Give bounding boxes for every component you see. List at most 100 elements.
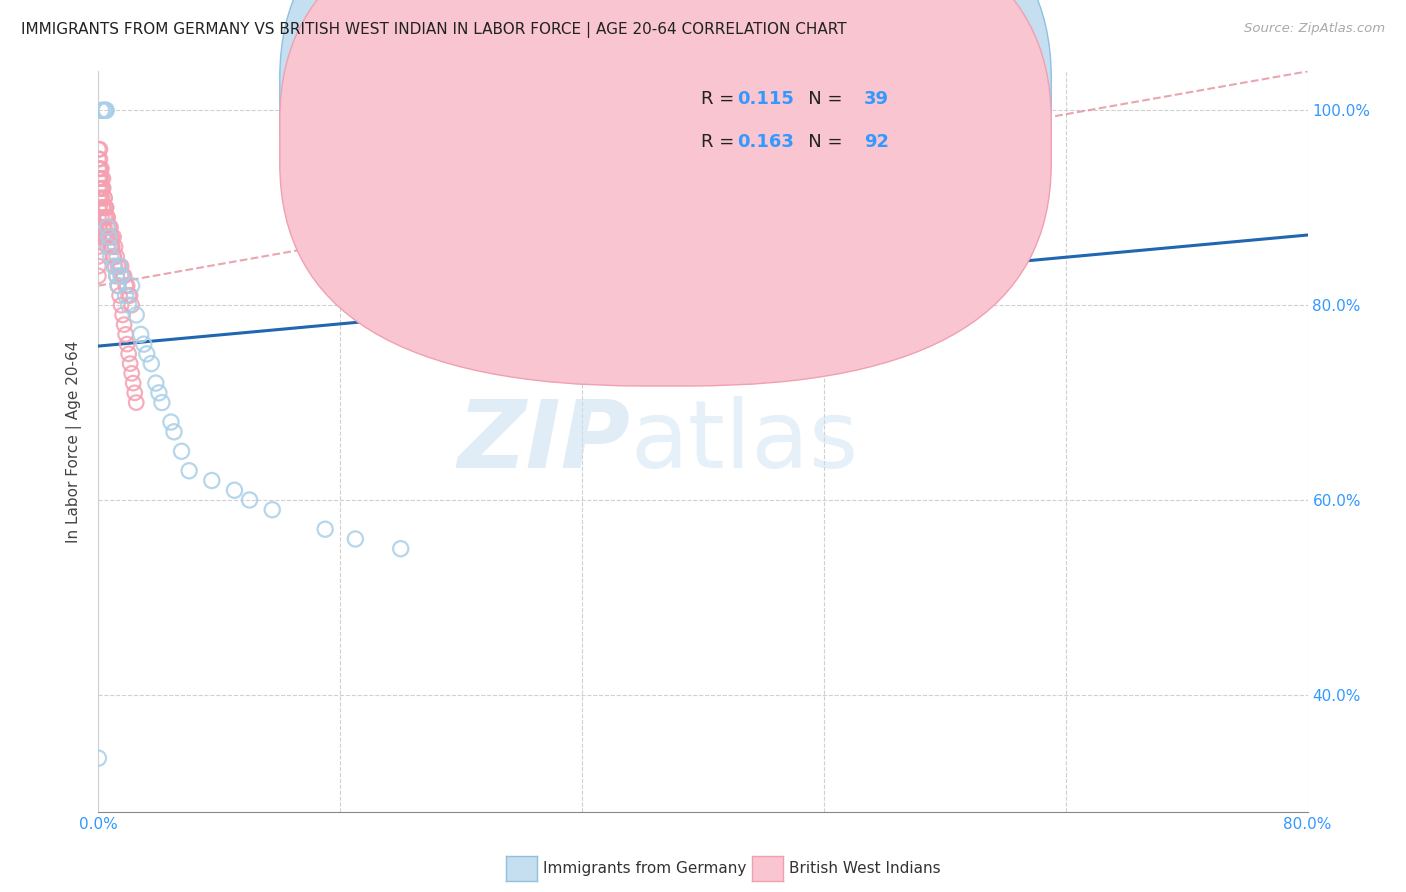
Point [100,230,122,244]
Point [94,230,117,244]
Point [89,220,111,235]
Point [105,250,128,264]
Point [90,171,112,186]
Point [107,278,129,293]
Point [124,385,146,400]
Point [125,308,148,322]
Point [87,201,110,215]
Point [87,240,110,254]
Point [201,474,224,488]
Text: N =: N = [792,90,848,109]
Point [110,259,132,273]
Point [110,268,132,283]
Point [120,357,142,371]
Point [148,385,170,400]
Point [98,230,121,244]
Point [101,240,124,254]
Point [90,211,112,225]
Point [135,347,157,361]
Text: Immigrants from Germany: Immigrants from Germany [543,862,747,876]
Point [103,250,125,264]
Point [93,201,115,215]
Point [91,201,114,215]
Point [108,259,131,273]
Point [120,288,142,302]
Point [110,268,132,283]
Point [93,191,115,205]
Point [994,220,1017,235]
Point [163,425,186,439]
Y-axis label: In Labor Force | Age 20-64: In Labor Force | Age 20-64 [66,341,83,542]
Point [114,288,136,302]
Point [98,240,121,254]
Point [89,161,111,176]
Text: 39: 39 [863,90,889,109]
Point [121,367,143,381]
Point [112,268,135,283]
Point [91,103,114,118]
Point [129,327,152,342]
Point [118,288,141,302]
Point [87,259,110,273]
Text: atlas: atlas [630,395,859,488]
Point [389,541,412,556]
Point [87,171,110,186]
Text: R =: R = [700,90,740,109]
Point [94,201,117,215]
Point [100,240,122,254]
Point [87,751,110,765]
Text: Source: ZipAtlas.com: Source: ZipAtlas.com [1244,22,1385,36]
Point [121,298,143,312]
Point [141,357,163,371]
Point [87,142,110,156]
Point [98,220,121,235]
Point [115,337,138,351]
Point [125,395,148,409]
Point [90,181,112,195]
Point [87,152,110,166]
Text: IMMIGRANTS FROM GERMANY VS BRITISH WEST INDIAN IN LABOR FORCE | AGE 20-64 CORREL: IMMIGRANTS FROM GERMANY VS BRITISH WEST … [21,22,846,38]
Point [87,191,110,205]
Point [93,191,115,205]
Point [103,250,125,264]
Point [87,181,110,195]
Point [91,181,114,195]
Point [122,376,145,390]
Point [132,337,155,351]
Point [101,230,124,244]
Point [179,464,201,478]
Point [118,347,141,361]
Point [87,268,110,283]
Point [170,444,193,458]
Point [90,191,112,205]
Point [89,191,111,205]
Point [224,483,246,498]
Point [89,171,111,186]
Point [96,211,118,225]
Point [93,211,115,225]
Point [114,327,136,342]
Text: ZIP: ZIP [457,395,630,488]
Point [89,161,111,176]
Point [87,230,110,244]
Point [91,181,114,195]
Text: R =: R = [700,133,740,151]
Point [89,201,111,215]
Point [145,376,167,390]
Text: 92: 92 [863,133,889,151]
Point [107,259,129,273]
Point [96,240,118,254]
Text: British West Indians: British West Indians [789,862,941,876]
Point [89,142,111,156]
Text: 0.163: 0.163 [737,133,794,151]
Point [91,220,114,235]
Point [100,220,122,235]
Point [94,201,117,215]
Point [89,181,111,195]
Point [94,103,117,118]
FancyBboxPatch shape [280,0,1052,343]
Point [239,493,262,508]
Point [91,171,114,186]
Text: 0.115: 0.115 [737,90,794,109]
Point [87,211,110,225]
